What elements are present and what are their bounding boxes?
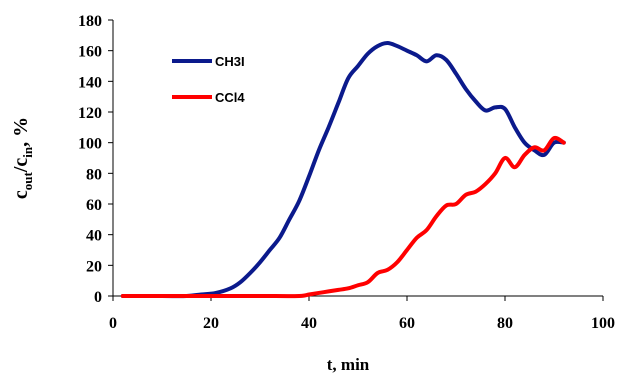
y-tick-label: 0 [94,289,102,306]
legend: CH3I CCl4 [172,54,245,105]
x-tick-label: 80 [497,315,513,332]
y-axis-title-slash: /c [10,158,32,174]
x-tick-label: 100 [591,315,615,332]
series-line-ch3i [120,41,566,299]
x-tick-label: 0 [109,315,117,332]
y-tick-label: 180 [78,13,102,30]
y-tick-label: 140 [78,74,102,91]
y-axis-title-unit: , % [10,117,32,147]
x-tick-label: 40 [301,315,317,332]
y-tick-label: 80 [86,166,102,183]
tick-labels: 0 20 40 60 80 100 120 140 160 180 0 20 40 60 80 100 [78,13,615,332]
y-tick-label: 40 [86,228,102,245]
y-axis-title-c: c [10,190,32,199]
x-tick-label: 20 [203,315,219,332]
y-tick-label: 60 [86,197,102,214]
y-tick-label: 160 [78,44,102,61]
y-tick-label: 100 [78,136,102,153]
y-axis-title: cout/cin, % [10,117,35,199]
y-axis-title-sub-out: out [20,171,35,190]
legend-label-ccl4: CCl4 [215,90,245,105]
series-line-ccl4 [120,135,566,299]
y-tick-label: 120 [78,105,102,122]
y-axis-title-sub-in: in [20,146,35,158]
y-tick-label: 20 [86,258,102,275]
series-layer [120,41,566,299]
x-axis-title: t, min [327,355,370,374]
x-tick-label: 60 [399,315,415,332]
legend-label-ch3i: CH3I [215,54,245,69]
